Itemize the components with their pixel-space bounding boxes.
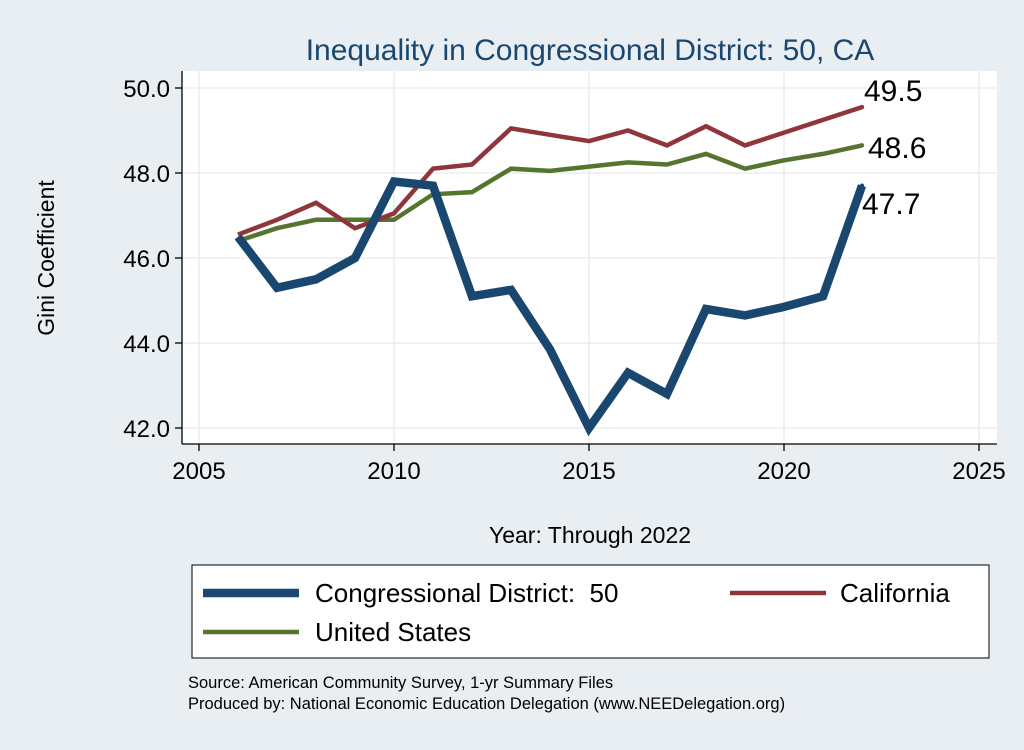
series-end-point-2: [859, 143, 865, 148]
legend-box: [191, 564, 990, 659]
end-labels: 47.7 49.5 48.6: [862, 75, 926, 221]
y-tick-label: 42.0: [123, 416, 170, 443]
grid-lines: [182, 71, 997, 444]
end-label-0: 47.7: [862, 188, 920, 221]
series-lines: [234, 104, 867, 437]
x-tick-label: 2020: [757, 458, 810, 485]
legend-label-2: United States: [315, 617, 471, 647]
series-end-point-0: [859, 183, 865, 188]
y-axis-title: Gini Coefficient: [33, 180, 59, 336]
series-end-point-1: [859, 104, 865, 110]
y-tick-label: 50.0: [123, 76, 170, 103]
producer-note: Produced by: National Economic Education…: [188, 695, 785, 713]
chart-title: Inequality in Congressional District: 50…: [306, 34, 875, 67]
legend: Congressional District: 50 California Unit…: [191, 564, 990, 659]
axes: 42.0 44.0 46.0 48.0 50.0 2005 2010 2015 2020 2025: [123, 71, 1006, 485]
legend-label-0: Congressional District: 50: [315, 578, 618, 608]
source-note: Source: American Community Survey, 1-yr …: [188, 674, 613, 692]
y-tick-label: 46.0: [123, 246, 170, 273]
x-axis-title: Year: Through 2022: [489, 522, 691, 548]
end-label-2: 48.6: [868, 132, 926, 165]
x-tick-label: 2015: [562, 458, 615, 485]
series-line-1: [237, 104, 863, 237]
x-tick-label: 2025: [952, 458, 1005, 485]
end-label-1: 49.5: [864, 75, 922, 108]
y-tick-label: 44.0: [123, 331, 170, 358]
series-line-0: [234, 176, 867, 437]
x-tick-label: 2005: [172, 458, 225, 485]
legend-label-1: California: [840, 578, 950, 608]
x-tick-label: 2010: [367, 458, 420, 485]
y-tick-label: 48.0: [123, 161, 170, 188]
